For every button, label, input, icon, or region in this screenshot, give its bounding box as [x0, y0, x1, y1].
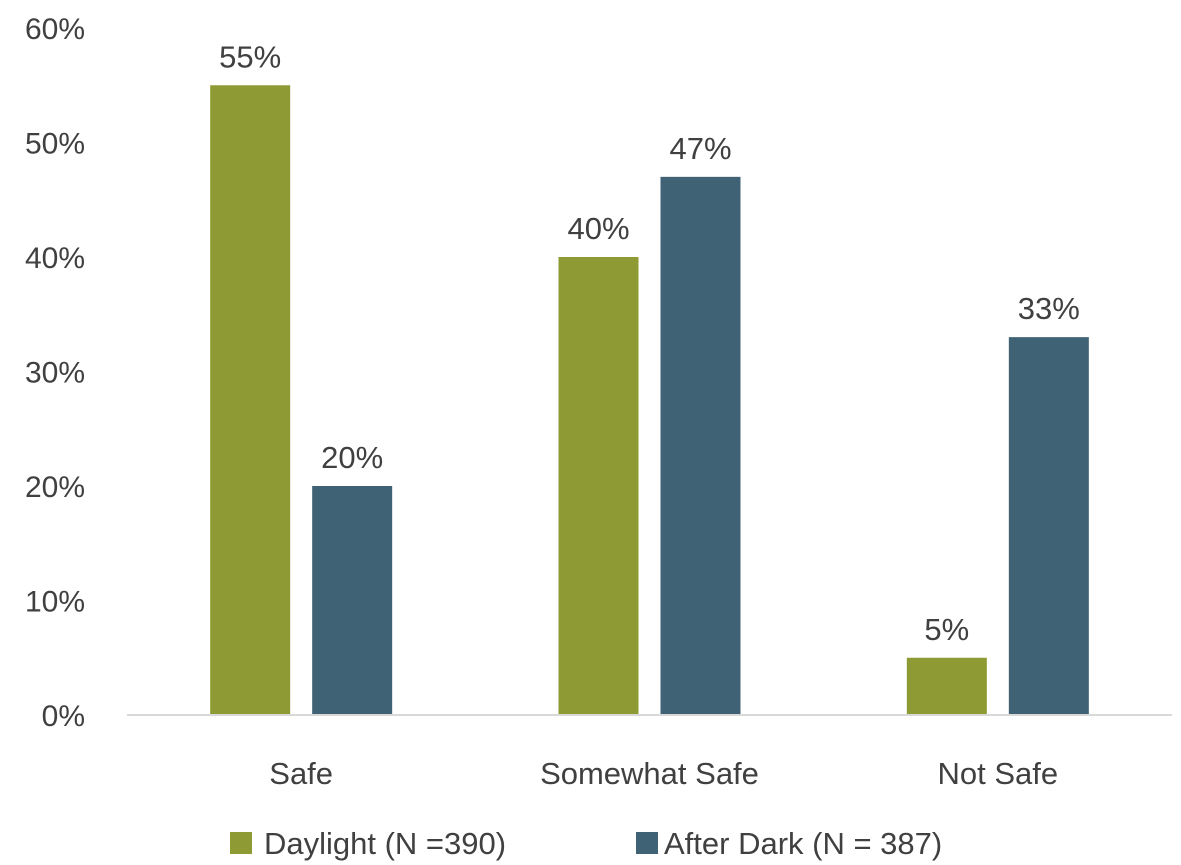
x-category-label: Safe: [269, 756, 333, 791]
legend: Daylight (N =390) After Dark (N = 387): [230, 826, 942, 861]
data-label: 20%: [321, 440, 383, 475]
y-tick-label: 0%: [42, 700, 85, 733]
y-tick-label: 50%: [25, 128, 85, 161]
legend-swatch-after-dark: [636, 832, 658, 854]
y-axis: 0% 10% 20% 30% 40% 50% 60%: [25, 13, 85, 733]
bars: [210, 85, 1089, 716]
bar-daylight-2: [906, 657, 987, 715]
bar-daylight-1: [558, 257, 639, 715]
data-label: 5%: [924, 612, 969, 647]
bar-after-dark-2: [1008, 337, 1089, 715]
data-label: 33%: [1018, 291, 1080, 326]
legend-label-daylight: Daylight (N =390): [264, 826, 506, 861]
data-label: 55%: [219, 39, 281, 74]
y-tick-label: 20%: [25, 471, 85, 504]
legend-swatch-daylight: [230, 832, 252, 854]
bar-daylight-0: [210, 85, 291, 715]
data-label: 47%: [669, 131, 731, 166]
x-category-label: Somewhat Safe: [540, 756, 759, 791]
y-tick-label: 60%: [25, 13, 85, 46]
data-label: 40%: [567, 211, 629, 246]
y-tick-label: 30%: [25, 357, 85, 390]
y-tick-label: 40%: [25, 242, 85, 275]
legend-label-after-dark: After Dark (N = 387): [664, 826, 942, 861]
x-axis: Safe Somewhat Safe Not Safe: [269, 756, 1058, 791]
x-category-label: Not Safe: [938, 756, 1059, 791]
bar-after-dark-0: [312, 486, 393, 715]
data-labels: 55% 20% 40% 47% 5% 33%: [219, 39, 1080, 647]
y-tick-label: 10%: [25, 586, 85, 619]
bar-after-dark-1: [660, 176, 741, 716]
